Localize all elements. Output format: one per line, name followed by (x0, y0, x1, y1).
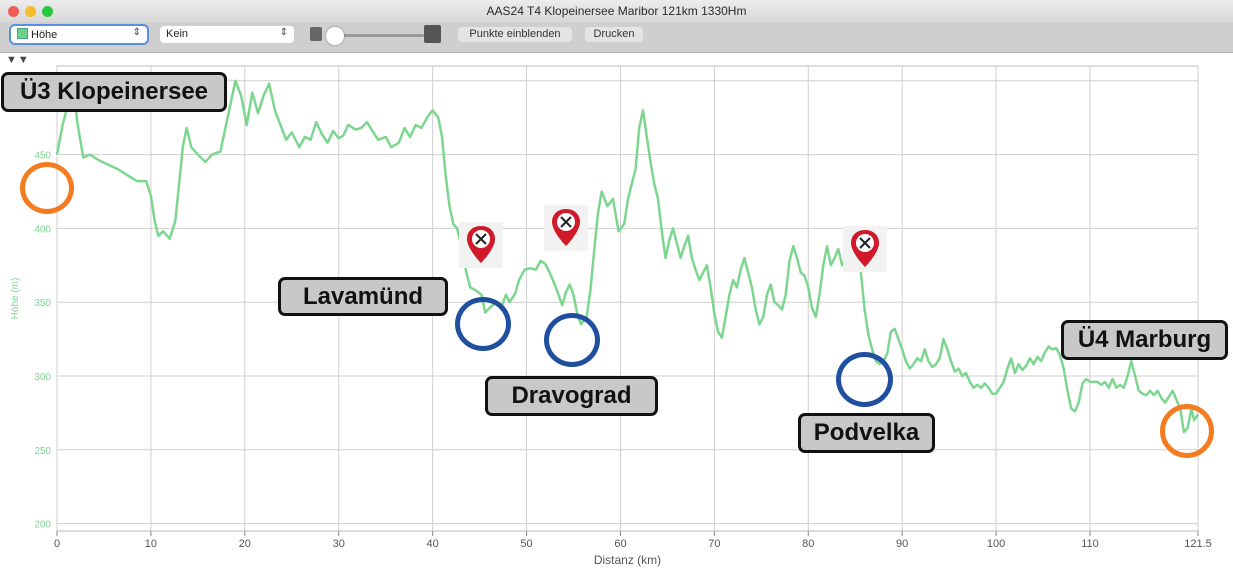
x-tick-label: 40 (427, 538, 439, 550)
zoom-out-icon[interactable] (310, 27, 322, 41)
x-tick-label: 121.5 (1184, 538, 1212, 550)
y-tick-label: 350 (34, 298, 51, 309)
x-tick-label: 80 (802, 538, 814, 550)
window-title: AAS24 T4 Klopeinersee Maribor 121km 1330… (486, 4, 747, 18)
green-swatch-icon (17, 28, 28, 39)
y-tick-label: 250 (34, 446, 51, 457)
print-button[interactable]: Drucken (585, 27, 643, 42)
elevation-chart: 200250300350400450500 010203040506070809… (10, 65, 1212, 567)
podvelka-callout: Podvelka (798, 413, 935, 453)
x-tick-label: 50 (520, 538, 532, 550)
x-tick-label: 0 (54, 538, 60, 550)
x-tick-label: 100 (987, 538, 1005, 550)
zoom-slider-track[interactable] (332, 34, 424, 37)
y-tick-label: 300 (34, 372, 51, 383)
x-tick-label: 10 (145, 538, 157, 550)
show-points-button[interactable]: Punkte einblenden (458, 27, 572, 42)
y-tick-label: 450 (34, 151, 51, 162)
x-tick-label: 30 (333, 538, 345, 550)
chart-grid (56, 65, 1199, 536)
plot-frame (56, 65, 1199, 532)
lavamund-ring-marker (455, 297, 511, 351)
start-ring-marker (20, 162, 74, 214)
podvelka-ring-marker (836, 352, 893, 407)
profile-select[interactable]: Höhe ⇕ (11, 26, 147, 43)
y-tick-label: 200 (34, 520, 51, 531)
y-tick-label: 400 (34, 224, 51, 235)
end-ring-marker (1160, 404, 1214, 458)
minimize-window-button[interactable] (25, 6, 36, 17)
zoom-in-icon[interactable] (424, 25, 441, 43)
x-tick-labels: 0 10 20 30 40 50 60 70 80 90 100 110 121.5 (54, 538, 1212, 550)
y-tick-labels: 200250300350400450500 (34, 77, 51, 531)
elevation-profile-line (55, 79, 1200, 434)
zoom-window-button[interactable] (42, 6, 53, 17)
x-axis-label: Distanz (km) (594, 553, 661, 567)
overlay-select-value: Kein (166, 28, 189, 40)
zoom-slider-thumb[interactable] (326, 27, 344, 45)
x-tick-label: 110 (1081, 538, 1099, 550)
start-callout: Ü3 Klopeinersee (1, 72, 227, 112)
updown-arrow-icon: ⇕ (132, 27, 141, 38)
y-axis-label: Höhe (m) (10, 278, 21, 320)
lavamund-callout: Lavamünd (278, 277, 448, 316)
restaurant-pin-icon[interactable] (843, 226, 887, 272)
window-titlebar: AAS24 T4 Klopeinersee Maribor 121km 1330… (0, 0, 1233, 23)
updown-arrow-icon: ⇕ (279, 27, 288, 38)
overlay-select[interactable]: Kein ⇕ (160, 26, 294, 43)
dravograd-callout: Dravograd (485, 376, 658, 416)
x-tick-label: 70 (708, 538, 720, 550)
x-tick-label: 20 (239, 538, 251, 550)
close-window-button[interactable] (8, 6, 19, 17)
end-callout: Ü4 Marburg (1061, 320, 1228, 360)
x-tick-label: 90 (896, 538, 908, 550)
restaurant-pin-icon[interactable] (544, 205, 588, 251)
restaurant-pin-icon[interactable] (459, 222, 503, 268)
dravograd-ring-marker (544, 313, 600, 367)
range-markers-icon[interactable]: ▼▼ (6, 54, 30, 66)
x-tick-label: 60 (614, 538, 626, 550)
toolbar: Höhe ⇕ Kein ⇕ Punkte einblenden Drucken (0, 22, 1233, 53)
profile-select-value: Höhe (31, 29, 58, 41)
